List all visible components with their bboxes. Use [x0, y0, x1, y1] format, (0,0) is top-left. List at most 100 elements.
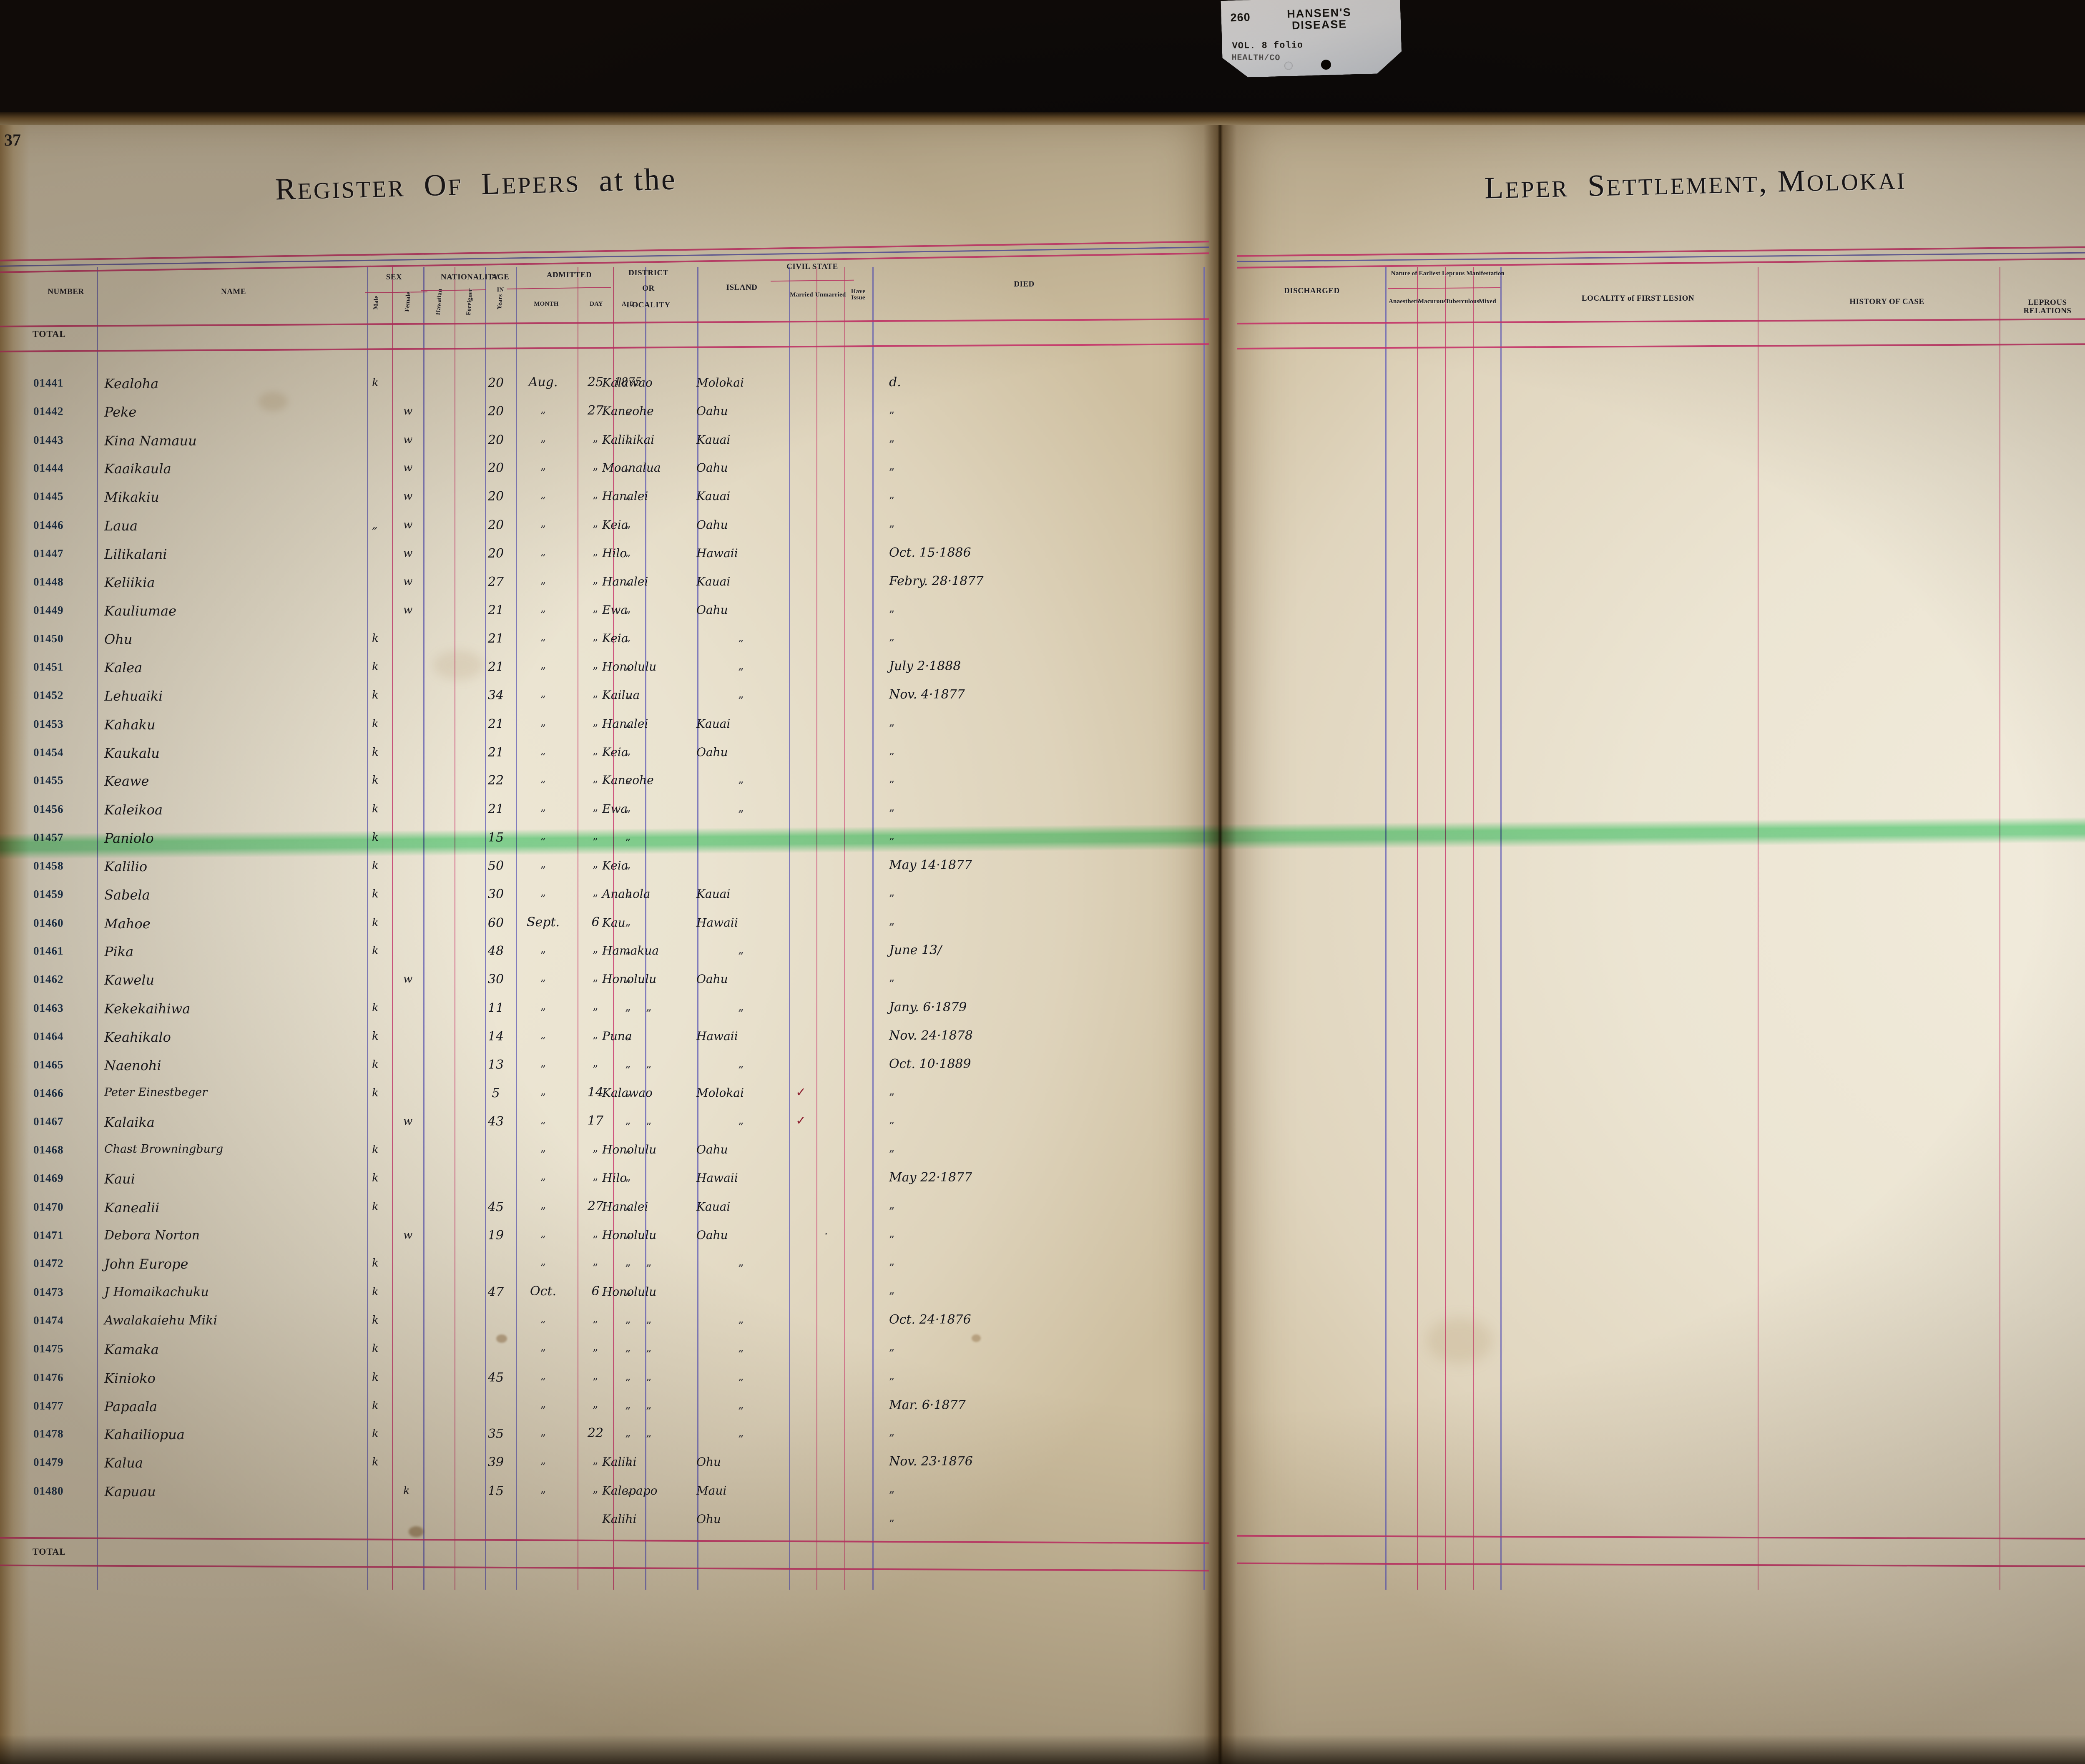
cell-sex-male: k	[372, 859, 379, 872]
cell-locality: „	[646, 1058, 652, 1070]
cell-island: „	[738, 944, 744, 956]
cell-admitted-ad: „	[625, 1370, 631, 1383]
header-cs-have-issue: Have Issue	[851, 288, 866, 301]
cell-sex-female: w	[403, 490, 413, 503]
cell-number: 01462	[33, 973, 64, 986]
cell-admitted-month: „	[540, 545, 546, 558]
cell-admitted-ad: „	[625, 1455, 631, 1468]
cell-sex-male: k	[372, 1314, 379, 1327]
cell-number: 01441	[33, 377, 64, 389]
cell-locality: Kalepapo	[602, 1483, 658, 1498]
cell-name: Kawelu	[104, 972, 155, 988]
cell-admitted-ad: „	[625, 660, 631, 672]
cell-age: 45	[487, 1370, 504, 1385]
cell-admitted-day: „	[593, 971, 598, 984]
cell-died: Nov. 23·1876	[889, 1454, 973, 1469]
cell-name: Chast Browningburg	[104, 1143, 224, 1156]
cell-admitted-ad: „	[625, 1199, 631, 1212]
cell-locality: Hanalei	[602, 1199, 648, 1214]
cell-civil-unmarried: ·	[824, 1228, 828, 1241]
cell-number: 01447	[33, 547, 64, 560]
cell-sex-male: k	[372, 689, 379, 702]
cell-admitted-ad: „	[625, 575, 631, 588]
cell-name: Kanealii	[104, 1199, 160, 1216]
cell-admitted-day: 25	[587, 375, 604, 389]
cell-died: Mar. 6·1877	[889, 1397, 966, 1412]
cell-died: Oct. 10·1889	[889, 1057, 971, 1072]
cell-number: 01466	[33, 1086, 64, 1099]
cell-admitted-ad: „	[625, 631, 631, 644]
cell-sex-male: k	[372, 377, 379, 389]
cell-admitted-day: „	[593, 602, 598, 615]
cell-name: Peter Einestbeger	[104, 1086, 208, 1099]
cell-admitted-day: „	[593, 687, 598, 700]
cell-sex-male: k	[372, 1086, 379, 1099]
cell-sex-female: w	[403, 518, 413, 531]
column-rule	[1445, 267, 1446, 1590]
cell-age: 19	[487, 1228, 504, 1243]
cell-number: 01443	[33, 433, 64, 446]
cell-sex-female: w	[403, 1229, 413, 1241]
cell-admitted-ad: „	[625, 1114, 631, 1127]
cell-island: Oahu	[696, 1228, 728, 1242]
cell-island: Maui	[696, 1483, 727, 1498]
cell-sex-male: k	[372, 746, 379, 759]
archive-tag-agency: HEALTH/CO	[1231, 53, 1281, 63]
cell-admitted-ad: „	[625, 546, 631, 559]
cell-died: „	[889, 716, 895, 729]
cell-locality: Honolulu	[602, 1143, 657, 1157]
cell-admitted-month: „	[540, 1028, 546, 1041]
cell-age: 20	[487, 518, 504, 533]
header-age: AGE	[491, 273, 510, 281]
cell-locality: Ewa	[602, 802, 628, 816]
header-admitted-day: DAY	[590, 301, 603, 307]
cell-admitted-month: „	[540, 1426, 546, 1439]
cell-number: 01480	[33, 1484, 64, 1497]
cell-died: May 14·1877	[889, 858, 972, 873]
cell-sex-male: k	[372, 774, 379, 787]
cell-number: 01478	[33, 1427, 64, 1440]
cell-number: 01465	[33, 1058, 64, 1071]
cell-admitted-day: „	[593, 1142, 598, 1155]
cell-died: „	[889, 403, 895, 416]
cell-island: Molokai	[696, 376, 744, 389]
cell-sex-male: k	[372, 1058, 379, 1071]
cell-locality: Honolulu	[602, 1284, 657, 1299]
cell-name: Mikakiu	[104, 489, 159, 505]
cell-age: 15	[487, 1483, 504, 1498]
cell-age: 60	[487, 915, 504, 930]
cell-number: 01450	[33, 632, 64, 645]
cell-died: „	[889, 915, 895, 927]
header-name: NAME	[221, 287, 246, 296]
cell-died: „	[889, 1255, 895, 1268]
cell-admitted-month: „	[540, 1142, 546, 1155]
cell-admitted-month: „	[540, 1312, 546, 1325]
cell-number: 01456	[33, 802, 64, 815]
cell-admitted-month: Sept.	[526, 915, 560, 930]
cell-died: „	[889, 1227, 895, 1240]
cell-locality: „	[646, 1398, 652, 1411]
header-nationality: NATIONALITY	[440, 273, 500, 281]
cell-age: 47	[487, 1284, 504, 1299]
cell-sex-male: k	[372, 1399, 379, 1412]
cell-name: Kaaikaula	[104, 460, 171, 477]
cell-name: Papaala	[104, 1398, 158, 1415]
cell-admitted-month: Aug.	[528, 375, 558, 389]
header-nature-of-manifestation: Nature of Earliest Leprous Manifestation	[1391, 270, 1505, 277]
cell-died: June 13/	[889, 943, 942, 957]
cell-sex-female: w	[403, 604, 413, 617]
cell-admitted-month: „	[540, 1113, 546, 1126]
cell-locality: Honolulu	[602, 660, 657, 673]
cell-locality: Hanalei	[602, 575, 648, 589]
cell-died: „	[889, 488, 895, 501]
cell-admitted-ad: „	[625, 830, 631, 843]
cell-admitted-ad: „	[625, 1256, 631, 1269]
cell-age: 20	[487, 376, 504, 390]
cell-island: „	[738, 773, 744, 786]
header-nature-macurous: Macurous	[1418, 298, 1446, 305]
header-sex: SEX	[386, 273, 402, 281]
cell-admitted-month: „	[540, 943, 546, 955]
cell-died: „	[889, 829, 895, 842]
cell-admitted-month: „	[540, 574, 546, 587]
cell-island: Kauai	[696, 489, 731, 503]
